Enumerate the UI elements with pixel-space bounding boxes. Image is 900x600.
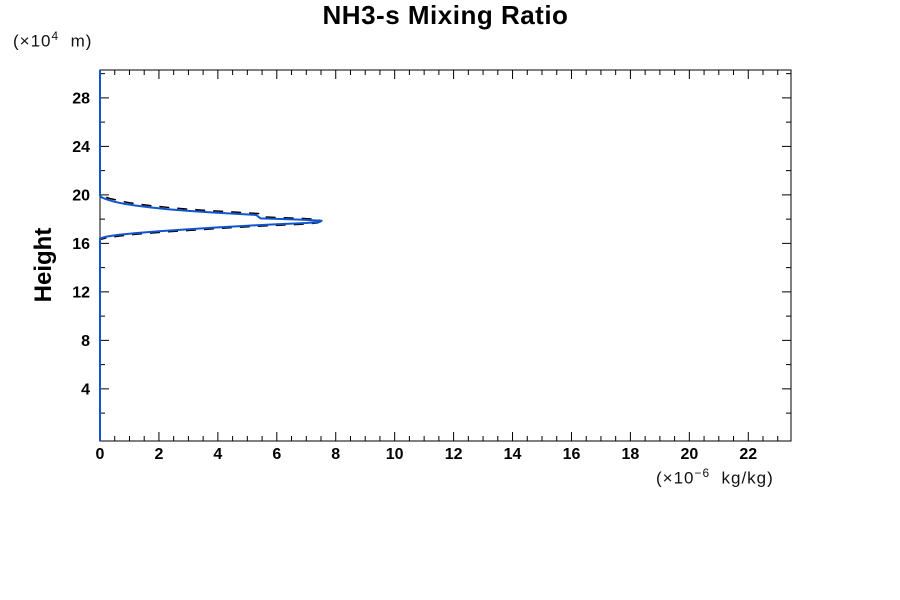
x-tick-label: 22 xyxy=(739,446,757,463)
x-tick-label: 14 xyxy=(504,446,522,463)
x-unit-exponent: −6 xyxy=(694,466,711,480)
x-tick-label: 4 xyxy=(213,446,222,463)
x-tick-label: 8 xyxy=(331,446,340,463)
chart-title: NH3-s Mixing Ratio xyxy=(322,0,569,30)
x-tick-label: 0 xyxy=(96,446,105,463)
profile-line-solid xyxy=(99,70,323,441)
x-unit-suffix: kg/kg) xyxy=(710,468,774,488)
y-unit-prefix: (×10 xyxy=(13,31,52,51)
x-tick-label: 18 xyxy=(622,446,640,463)
y-tick-label: 20 xyxy=(72,187,90,204)
x-unit-prefix: (×10 xyxy=(656,468,695,488)
y-tick-label: 16 xyxy=(72,236,90,253)
x-tick-label: 12 xyxy=(445,446,463,463)
y-unit-exponent: 4 xyxy=(51,29,60,43)
x-tick-label: 10 xyxy=(386,446,404,463)
y-unit-suffix: m) xyxy=(59,31,93,51)
x-tick-label: 16 xyxy=(563,446,581,463)
x-tick-label: 20 xyxy=(680,446,698,463)
y-tick-label: 24 xyxy=(72,139,90,156)
x-tick-label: 2 xyxy=(154,446,163,463)
y-axis-unit-label: (×104 m) xyxy=(13,29,92,52)
y-tick-label: 4 xyxy=(81,381,90,398)
y-tick-label: 12 xyxy=(72,284,90,301)
x-tick-label: 6 xyxy=(272,446,281,463)
y-tick-label: 8 xyxy=(81,333,90,350)
y-tick-label: 28 xyxy=(72,90,90,107)
profile-line-dashed xyxy=(99,70,321,441)
plot-frame xyxy=(99,69,792,442)
x-axis-unit-label: (×10−6 kg/kg) xyxy=(656,466,774,489)
